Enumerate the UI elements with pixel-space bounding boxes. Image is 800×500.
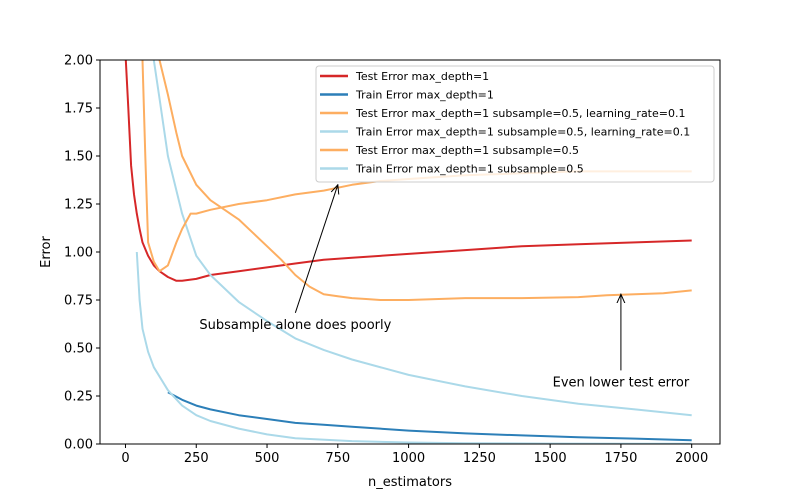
- x-tick-label: 750: [325, 451, 350, 466]
- x-tick-label: 250: [184, 451, 209, 466]
- legend: Test Error max_depth=1 Train Error max_de…: [315, 65, 715, 183]
- legend-label-3: Train Error max_depth=1 subsample=0.5, l…: [355, 126, 690, 139]
- y-tick-label: 1.00: [64, 246, 93, 261]
- y-tick-label: 0.50: [64, 342, 93, 357]
- x-tick-label: 1250: [463, 451, 496, 466]
- x-tick-label: 2000: [675, 451, 708, 466]
- x-tick-label: 1750: [604, 451, 637, 466]
- series-line-2: [158, 60, 692, 301]
- y-tick-label: 1.75: [64, 102, 93, 117]
- series-layer: [124, 60, 692, 444]
- y-tick-label: 1.25: [64, 198, 93, 213]
- x-tick-label: 0: [121, 451, 129, 466]
- legend-label-4: Test Error max_depth=1 subsample=0.5: [355, 144, 579, 157]
- series-line-1: [167, 391, 692, 442]
- x-tick-label: 1500: [534, 451, 567, 466]
- annotation-text-0: Subsample alone does poorly: [199, 318, 391, 333]
- x-tick-label: 1000: [392, 451, 425, 466]
- y-tick-label: 0.75: [64, 294, 93, 309]
- x-tick-label: 500: [255, 451, 280, 466]
- y-tick-label: 0.00: [64, 438, 93, 453]
- annotation-arrow-0: [294, 185, 337, 313]
- annotation-text-1: Even lower test error: [553, 375, 690, 390]
- y-axis-label: Error: [39, 236, 54, 268]
- x-axis-label: n_estimators: [368, 475, 452, 490]
- ticks-layer: 0 250 500 750 1000 1250 1500 1750 2000 0.00 0.25 0.…: [64, 54, 708, 467]
- y-tick-label: 0.25: [64, 390, 93, 405]
- series-line-3: [152, 60, 692, 417]
- legend-label-1: Train Error max_depth=1: [355, 89, 494, 102]
- legend-label-0: Test Error max_depth=1: [355, 70, 489, 83]
- y-tick-label: 2.00: [64, 54, 93, 69]
- annotation-layer: Subsample alone does poorly Even lower te…: [199, 185, 690, 390]
- legend-box: [315, 65, 715, 183]
- legend-label-5: Train Error max_depth=1 subsample=0.5: [355, 163, 584, 176]
- series-line-5: [135, 251, 692, 444]
- series-line-0: [124, 60, 692, 282]
- legend-label-2: Test Error max_depth=1 subsample=0.5, le…: [355, 107, 685, 120]
- y-tick-label: 1.50: [64, 150, 93, 165]
